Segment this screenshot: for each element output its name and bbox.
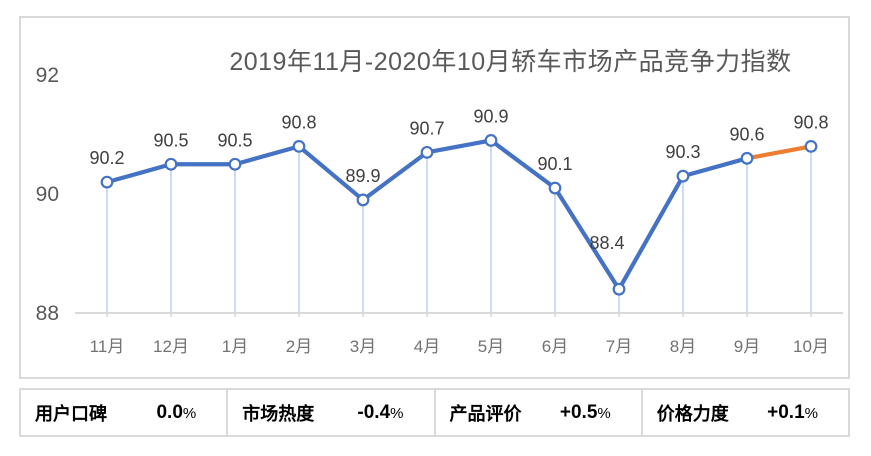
data-point-marker (228, 157, 242, 171)
y-axis-label: 92 (36, 64, 59, 87)
summary-label: 市场热度 (242, 403, 315, 424)
x-axis-label: 5月 (478, 337, 504, 356)
summary-value-number: +0.1 (767, 401, 805, 423)
data-label: 90.6 (729, 124, 764, 144)
data-point-marker (356, 193, 370, 207)
x-axis-label: 2月 (286, 337, 312, 356)
y-axis-label: 90 (36, 183, 59, 206)
chart-title: 2019年11月-2020年10月轿车市场产品竞争力指数 (229, 48, 792, 76)
data-point-marker (420, 145, 434, 159)
summary-value-number: 0.0 (156, 401, 183, 423)
data-label: 88.4 (589, 233, 624, 253)
summary-cell-price-strength: 价格力度 +0.1% (640, 390, 848, 435)
data-label: 90.7 (409, 118, 444, 138)
data-label: 90.2 (89, 148, 124, 168)
summary-label: 用户口碑 (35, 403, 107, 424)
data-label: 90.8 (281, 112, 316, 132)
x-axis-label: 9月 (734, 337, 760, 356)
summary-cell-product-rating: 产品评价 +0.5% (433, 390, 641, 435)
x-axis-label: 8月 (670, 337, 696, 356)
x-axis-label: 11月 (90, 337, 125, 356)
data-point-marker (484, 134, 498, 147)
percent-sign: % (390, 404, 404, 422)
x-axis-label: 10月 (793, 337, 829, 356)
y-axis-label: 88 (36, 302, 59, 325)
data-label: 90.5 (153, 130, 188, 150)
summary-value: +0.1% (767, 402, 818, 424)
x-axis-label: 6月 (542, 337, 568, 356)
data-label: 89.9 (345, 166, 380, 186)
summary-value-number: -0.4 (357, 401, 391, 423)
percent-sign: % (597, 404, 611, 422)
x-axis-label: 1月 (222, 337, 248, 356)
summary-label: 价格力度 (656, 403, 729, 424)
data-point-marker (740, 151, 754, 165)
summary-bar: 用户口碑 0.0% 市场热度 -0.4% 产品评价 +0.5% 价格力度 +0.… (19, 388, 850, 437)
data-point-marker (804, 139, 818, 153)
data-label: 90.8 (793, 112, 828, 132)
data-label: 90.5 (217, 130, 252, 150)
summary-cell-user-reputation: 用户口碑 0.0% (21, 390, 226, 435)
percent-sign: % (182, 404, 197, 422)
x-axis-label: 12月 (153, 337, 189, 356)
data-point-marker (676, 169, 690, 183)
x-axis-label: 7月 (606, 337, 632, 356)
line-chart-svg: 90.2 90.5 90.5 90.8 89.9 90.7 90.9 90.1 88.4 90.3… (36, 64, 843, 356)
data-point-marker (100, 175, 114, 189)
data-label: 90.9 (473, 106, 508, 126)
chart-card: 90.2 90.5 90.5 90.8 89.9 90.7 90.9 90.1 88.4 90.3… (19, 16, 850, 379)
x-axis-label: 4月 (414, 337, 440, 356)
summary-label: 产品评价 (449, 403, 522, 424)
data-point-marker (164, 157, 178, 171)
percent-sign: % (804, 404, 818, 422)
summary-cell-market-heat: 市场热度 -0.4% (226, 390, 433, 435)
data-label: 90.1 (537, 154, 572, 174)
data-point-marker (548, 181, 562, 195)
summary-value-number: +0.5 (559, 401, 598, 423)
data-point-marker (292, 139, 306, 153)
summary-value: 0.0% (156, 402, 196, 424)
summary-value: +0.5% (560, 402, 611, 424)
data-point-marker (612, 282, 626, 296)
data-label: 90.3 (665, 142, 700, 162)
highlight-segment (744, 144, 814, 161)
summary-value: -0.4% (357, 402, 403, 424)
x-axis-label: 3月 (350, 337, 376, 356)
